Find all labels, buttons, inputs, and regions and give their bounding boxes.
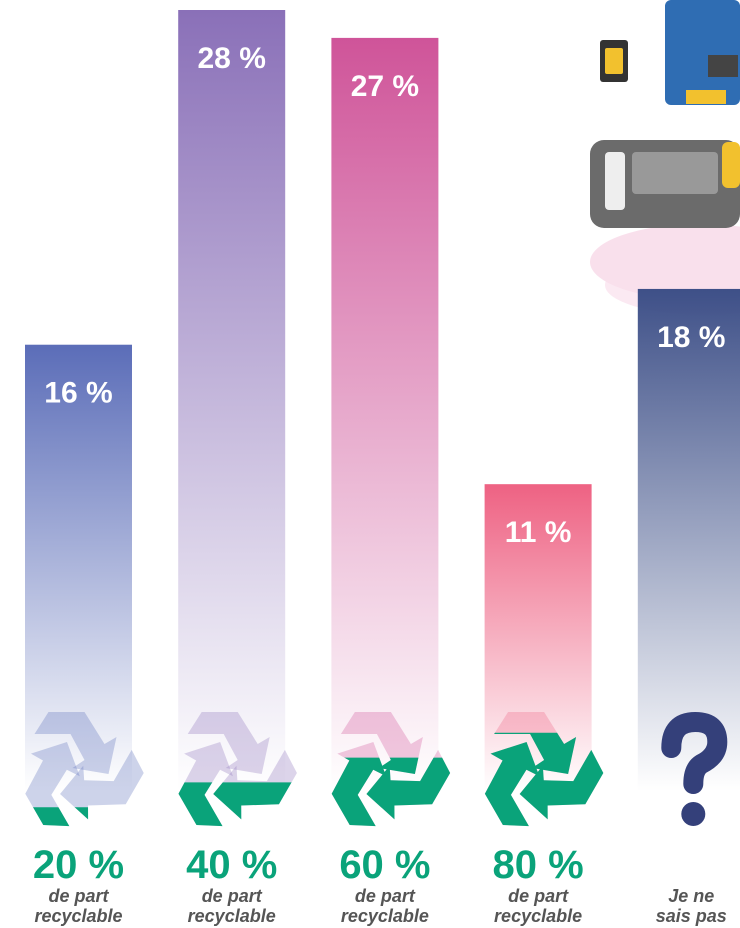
category-label: 60 % — [339, 843, 430, 887]
category-label: 80 % — [493, 843, 584, 887]
value-label: 11 % — [505, 516, 572, 549]
bar — [178, 10, 286, 791]
bar — [331, 37, 439, 791]
value-label: 16 % — [44, 377, 112, 410]
category-label: 40 % — [186, 843, 277, 887]
value-label: 18 % — [657, 321, 725, 354]
category-sublabel: Je ne sais pas — [656, 886, 727, 926]
value-label: 27 % — [351, 70, 419, 103]
category-sublabel: de part recyclable — [188, 886, 276, 926]
decoration — [590, 0, 740, 315]
category-sublabel: de part recyclable — [34, 886, 122, 926]
value-label: 28 % — [198, 42, 266, 75]
recycle-icon — [25, 712, 144, 827]
bar — [637, 288, 740, 791]
category-label: 20 % — [33, 843, 124, 887]
recycle-icon — [484, 712, 604, 827]
recycle-icon — [331, 712, 451, 827]
category-sublabel: de part recyclable — [494, 886, 582, 926]
question-icon — [661, 711, 728, 826]
bar — [25, 344, 132, 791]
category-sublabel: de part recyclable — [341, 886, 429, 926]
recycle-icon — [178, 712, 297, 827]
